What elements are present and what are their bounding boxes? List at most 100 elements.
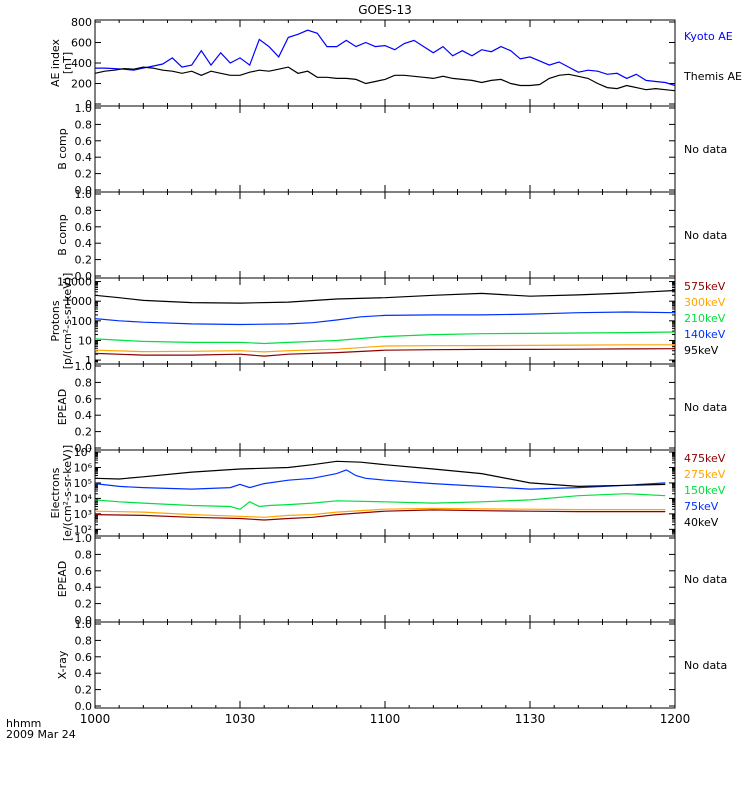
y-tick-label: 0.6 [75, 565, 93, 578]
legend-label: 140keV [684, 328, 726, 341]
y-axis-label: [p/(cm²-s-sr-keV)] [61, 273, 74, 370]
y-tick-label: 1.0 [75, 618, 93, 631]
series-line-140kev [94, 311, 676, 326]
panel-protons: 1 10 100 1000 10000 Protons [p/(cm²-s-sr-keV)]… [49, 273, 726, 370]
legend-label: 475keV [684, 452, 726, 465]
series-line-themis-ae [94, 66, 676, 92]
legend-label: 275keV [684, 468, 726, 481]
y-tick-label: 0.4 [75, 667, 93, 680]
panel-frame [94, 191, 676, 279]
panel-frame [94, 449, 676, 537]
y-tick-label: 0.2 [75, 168, 93, 181]
panel-b2: 0.0 0.2 0.4 0.6 0.8 1.0 B comp No data [56, 188, 727, 283]
y-tick-label: 200 [71, 78, 92, 91]
y-tick-label: 1.0 [75, 188, 93, 201]
y-tick-label: 1.0 [75, 102, 93, 115]
y-tick-label: 0.8 [75, 204, 93, 217]
y-tick-label: 0.0 [75, 270, 93, 283]
y-tick-label: 0.8 [75, 548, 93, 561]
y-tick-label: 1.0 [75, 360, 93, 373]
y-tick-label: 0.4 [75, 237, 93, 250]
y-axis-label: Electrons [49, 467, 62, 518]
y-axis-label: EPEAD [56, 389, 69, 426]
y-axis-label: [e/(cm²-s-sr-keV)] [61, 445, 74, 541]
series-line-kyoto-ae [95, 29, 676, 87]
y-tick-label: 10000 [57, 276, 92, 289]
y-tick-label: 1 [85, 354, 92, 367]
legend-label: 95keV [684, 344, 719, 357]
legend-label: 75keV [684, 500, 719, 513]
series-line-300kev [94, 344, 675, 353]
panel-frame [94, 535, 676, 623]
legend-label: Kyoto AE [684, 30, 733, 43]
legend-label: 150keV [684, 484, 726, 497]
series-line-150kev [94, 493, 666, 510]
y-tick-label: 0.2 [75, 254, 93, 267]
y-tick-label: 0.6 [75, 135, 93, 148]
y-tick-label: 10 [78, 334, 92, 347]
panel-frame [94, 621, 676, 709]
y-tick-label: 0.0 [75, 184, 93, 197]
y-tick-label: 0.6 [75, 221, 93, 234]
y-axis-label: B comp [56, 128, 69, 170]
panel-electrons: 10² 10³ 10⁴ 10⁵ 10⁶ 10⁷ Electrons [e/(cm²-s-sr-… [49, 445, 726, 541]
series-line-95kev [94, 289, 676, 304]
y-tick-label: 0.8 [75, 118, 93, 131]
series-line-575kev [94, 348, 676, 357]
panel-xray: 0.0 0.2 0.4 0.6 0.8 1.0 X-ray No data [56, 618, 727, 713]
x-tick-label: 1100 [370, 712, 401, 726]
panel-ae: 0 200 400 600 800 AE index [nT] Kyoto AE Themis … [49, 16, 742, 111]
x-tick-label: 1030 [225, 712, 256, 726]
series-line-475kev [94, 509, 666, 521]
panel-b1: 0.0 0.2 0.4 0.6 0.8 1.0 B comp No data [56, 102, 727, 197]
panel-epead2: 0.0 0.2 0.4 0.6 0.8 1.0 EPEAD No data [56, 532, 727, 627]
series-line-210kev [94, 331, 676, 345]
y-tick-label: 10² [74, 523, 92, 536]
no-data-label: No data [684, 401, 727, 414]
y-tick-label: 1000 [64, 295, 92, 308]
y-tick-label: 100 [71, 315, 92, 328]
panel-epead1: 0.0 0.2 0.4 0.6 0.8 1.0 EPEAD No data [56, 360, 727, 455]
y-tick-label: 1.0 [75, 532, 93, 545]
y-tick-label: 0.6 [75, 393, 93, 406]
y-tick-label: 0.2 [75, 598, 93, 611]
time-axis-unit-label: hhmm [6, 717, 41, 730]
legend-label: 210keV [684, 312, 726, 325]
y-tick-label: 10⁴ [74, 492, 93, 505]
y-tick-label: 400 [71, 57, 92, 70]
y-tick-label: 0.8 [75, 634, 93, 647]
y-tick-label: 0.2 [75, 426, 93, 439]
y-axis-label: AE index [49, 38, 62, 87]
y-tick-label: 600 [71, 37, 92, 50]
no-data-label: No data [684, 659, 727, 672]
y-tick-label: 0.0 [75, 442, 93, 455]
y-tick-label: 800 [71, 16, 92, 29]
y-axis-label: B comp [56, 214, 69, 256]
y-axis-label: X-ray [56, 650, 69, 679]
no-data-label: No data [684, 143, 727, 156]
y-tick-label: 10³ [74, 508, 92, 521]
series-line-75kev [94, 469, 666, 490]
legend-label: 40keV [684, 516, 719, 529]
y-tick-label: 0.4 [75, 409, 93, 422]
series-line-275kev [94, 507, 666, 518]
x-tick-label: 1130 [515, 712, 546, 726]
no-data-label: No data [684, 229, 727, 242]
y-tick-label: 0.8 [75, 376, 93, 389]
y-tick-label: 0.4 [75, 581, 93, 594]
y-tick-label: 10⁶ [74, 461, 93, 474]
y-tick-label: 0.0 [75, 700, 93, 713]
panel-frame [94, 19, 676, 107]
y-tick-label: 10⁵ [74, 477, 92, 490]
x-tick-label: 1200 [660, 712, 691, 726]
y-axis-label: [nT] [61, 52, 74, 74]
x-tick-label: 1000 [80, 712, 111, 726]
y-axis-label: EPEAD [56, 561, 69, 598]
y-tick-label: 0.4 [75, 151, 93, 164]
series-line-40kev [94, 460, 666, 488]
no-data-label: No data [684, 573, 727, 586]
date-label: 2009 Mar 24 [6, 728, 76, 741]
panel-frame [94, 105, 676, 193]
y-tick-label: 0.6 [75, 651, 93, 664]
